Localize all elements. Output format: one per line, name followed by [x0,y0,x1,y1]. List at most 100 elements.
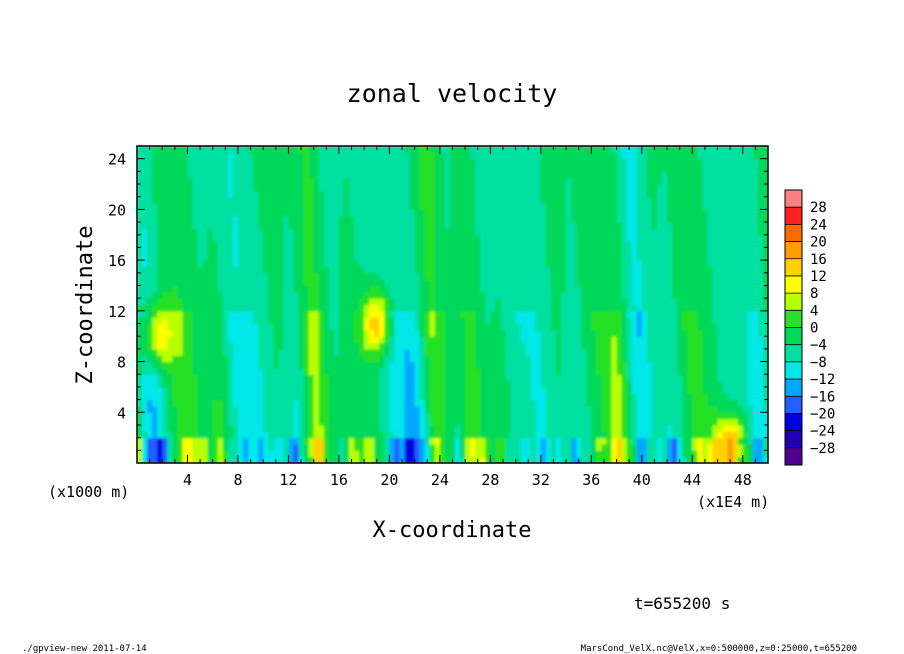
heatmap-cell [359,418,365,426]
heatmap-cell [217,386,224,394]
heatmap-cell [137,450,143,458]
heatmap-cell [227,304,234,312]
heatmap-cell [152,152,158,160]
heatmap-cell [591,355,597,363]
heatmap-cell [384,171,390,179]
heatmap-cell [323,393,330,401]
heatmap-cell [550,437,557,445]
heatmap-cell [152,380,158,388]
heatmap-cell [429,203,436,210]
heatmap-cell [152,234,158,242]
heatmap-cell [237,158,244,166]
heatmap-cell [217,184,224,191]
heatmap-cell [338,171,345,179]
heatmap-cell [232,247,239,255]
heatmap-cell [182,241,189,249]
heatmap-cell [394,222,401,230]
heatmap-cell [495,190,502,198]
heatmap-cell [237,348,244,356]
heatmap-cell [545,456,552,463]
heatmap-cell [202,298,209,306]
heatmap-cell [550,424,557,432]
heatmap-cell [379,260,385,268]
heatmap-cell [248,361,254,369]
heatmap-cell [379,190,385,198]
heatmap-cell [465,348,471,356]
heatmap-cell [550,342,557,350]
heatmap-cell [409,146,416,153]
heatmap-cell [419,393,426,401]
heatmap-cell [439,146,446,153]
heatmap-cell [449,228,456,236]
heatmap-cell [460,386,466,394]
heatmap-cell [253,247,259,255]
heatmap-cell [237,196,244,204]
heatmap-cell [505,177,512,185]
heatmap-cell [465,190,471,198]
heatmap-cell [555,329,562,337]
heatmap-cell [288,323,295,331]
heatmap-cell [424,253,431,261]
heatmap-cell [207,152,214,160]
heatmap-cell [429,329,436,337]
heatmap-cell [429,412,436,420]
heatmap-cell [333,450,340,458]
heatmap-cell [202,361,209,369]
heatmap-cell [237,355,244,363]
heatmap-cell [328,177,335,185]
heatmap-cell [550,336,557,344]
heatmap-cell [288,399,295,407]
heatmap-cell [374,158,380,166]
heatmap-cell [187,171,194,179]
heatmap-cell [490,418,497,426]
heatmap-cell [419,177,426,185]
heatmap-cell [601,241,608,249]
heatmap-cell [601,285,608,293]
heatmap-cell [470,228,476,236]
heatmap-cell [349,196,355,204]
heatmap-cell [586,443,592,451]
heatmap-cell [455,152,461,160]
heatmap-cell [611,260,618,268]
heatmap-cell [253,171,259,179]
heatmap-cell [439,374,446,382]
heatmap-cell [313,266,320,274]
heatmap-cell [621,443,628,451]
heatmap-cell [439,158,446,166]
heatmap-cell [232,456,239,463]
heatmap-cell [162,285,168,293]
heatmap-cell [298,336,305,344]
heatmap-cell [359,285,365,293]
heatmap-cell [364,336,370,344]
heatmap-cell [460,165,466,172]
heatmap-cell [253,272,259,280]
heatmap-cell [237,165,244,172]
heatmap-cell [490,158,497,166]
heatmap-cell [354,247,360,255]
heatmap-cell [409,443,416,451]
heatmap-cell [293,342,300,350]
heatmap-cell [606,203,613,210]
heatmap-cell [409,418,416,426]
heatmap-cell [596,158,603,166]
heatmap-cell [545,260,552,268]
heatmap-cell [525,418,532,426]
heatmap-cell [248,247,254,255]
heatmap-cell [439,279,446,287]
heatmap-cell [202,386,209,394]
heatmap-cell [157,329,163,337]
heatmap-cell [460,158,466,166]
heatmap-cell [444,450,451,458]
heatmap-cell [303,323,310,331]
heatmap-cell [263,285,269,293]
heatmap-cell [576,323,582,331]
heatmap-cell [162,437,168,445]
heatmap-cell [515,361,522,369]
heatmap-cell [409,361,416,369]
heatmap-cell [152,355,158,363]
heatmap-cell [475,418,481,426]
heatmap-cell [333,386,340,394]
heatmap-cell [540,329,547,337]
heatmap-cell [293,304,300,312]
heatmap-cell [227,272,234,280]
